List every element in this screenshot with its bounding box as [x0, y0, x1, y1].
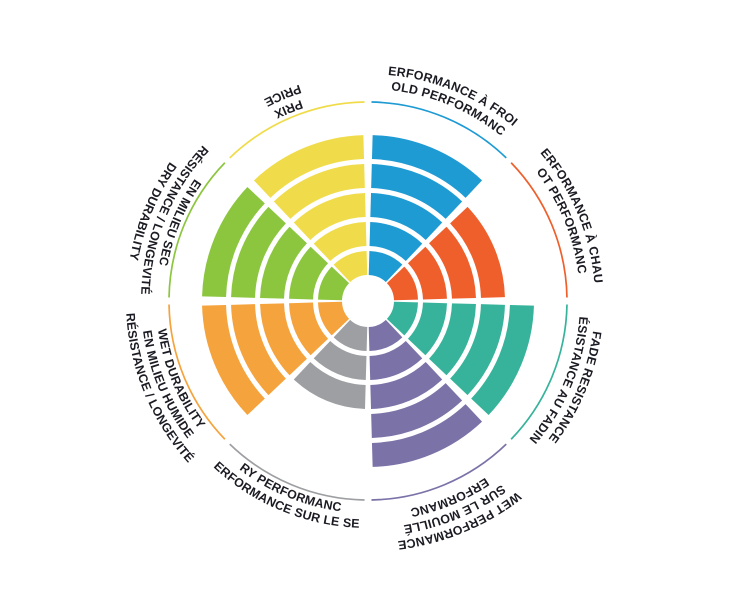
ring-price-4 [273, 164, 365, 219]
ring-fade-resistance-4 [450, 304, 505, 396]
guide-arc-wet-performance [371, 443, 507, 501]
ring-cold-performance-4 [371, 164, 463, 219]
ring-wet-durability-1 [318, 301, 350, 336]
guide-arc-price [229, 101, 365, 159]
ring-cold-performance-2 [369, 222, 423, 262]
guide-arc-fade-resistance [510, 304, 568, 440]
ring-wet-durability-3 [260, 303, 307, 376]
ring-price-5 [253, 135, 365, 198]
ring-dry-durability-5 [202, 186, 265, 298]
ring-dry-durability-4 [231, 206, 286, 298]
ring-hot-performance-4 [450, 206, 505, 298]
guide-arc-cold-performance [371, 101, 507, 159]
guide-arc-wet-durability [168, 304, 226, 440]
ring-wet-performance-3 [370, 362, 443, 409]
ring-dry-durability-3 [260, 226, 307, 299]
ring-hot-performance-1 [386, 266, 418, 301]
ring-wet-performance-2 [369, 340, 423, 380]
ring-hot-performance-2 [407, 246, 447, 300]
ring-price-3 [293, 193, 366, 240]
ring-dry-performance-3 [293, 362, 366, 409]
ring-fade-resistance-1 [386, 301, 418, 336]
ring-cold-performance-3 [370, 193, 443, 240]
guide-arc-dry-durability [168, 162, 226, 298]
ring-wet-performance-4 [371, 383, 463, 438]
ring-wet-durability-5 [202, 304, 265, 416]
ring-price-1 [333, 251, 368, 283]
ring-fade-resistance-2 [407, 302, 447, 356]
ring-wet-durability-2 [289, 302, 329, 356]
ring-dry-performance-1 [333, 319, 368, 351]
label-line: PERFORMANCE À FROID [0, 0, 520, 129]
ring-price-2 [313, 222, 367, 262]
ring-dry-durability-2 [289, 246, 329, 300]
segment-rings [202, 135, 534, 467]
label-price: PRICE PRIX [262, 82, 304, 122]
ring-wet-durability-4 [231, 304, 286, 396]
ring-wet-performance-5 [371, 404, 483, 467]
ring-hot-performance-3 [429, 226, 476, 299]
ring-dry-performance-2 [313, 340, 367, 380]
ring-fade-resistance-5 [471, 304, 534, 416]
guide-arc-dry-performance [229, 443, 365, 501]
label-line: COLD PERFORMANCE [0, 0, 508, 139]
ring-cold-performance-5 [371, 135, 483, 198]
guide-arc-hot-performance [510, 162, 568, 298]
outer-guide-arcs [168, 101, 568, 501]
label-cold-performance: COLD PERFORMANCEPERFORMANCE À FROID [0, 0, 520, 139]
ring-fade-resistance-3 [429, 303, 476, 376]
ring-dry-durability-1 [318, 266, 350, 301]
ring-wet-performance-1 [368, 319, 403, 351]
ring-cold-performance-1 [368, 251, 403, 283]
